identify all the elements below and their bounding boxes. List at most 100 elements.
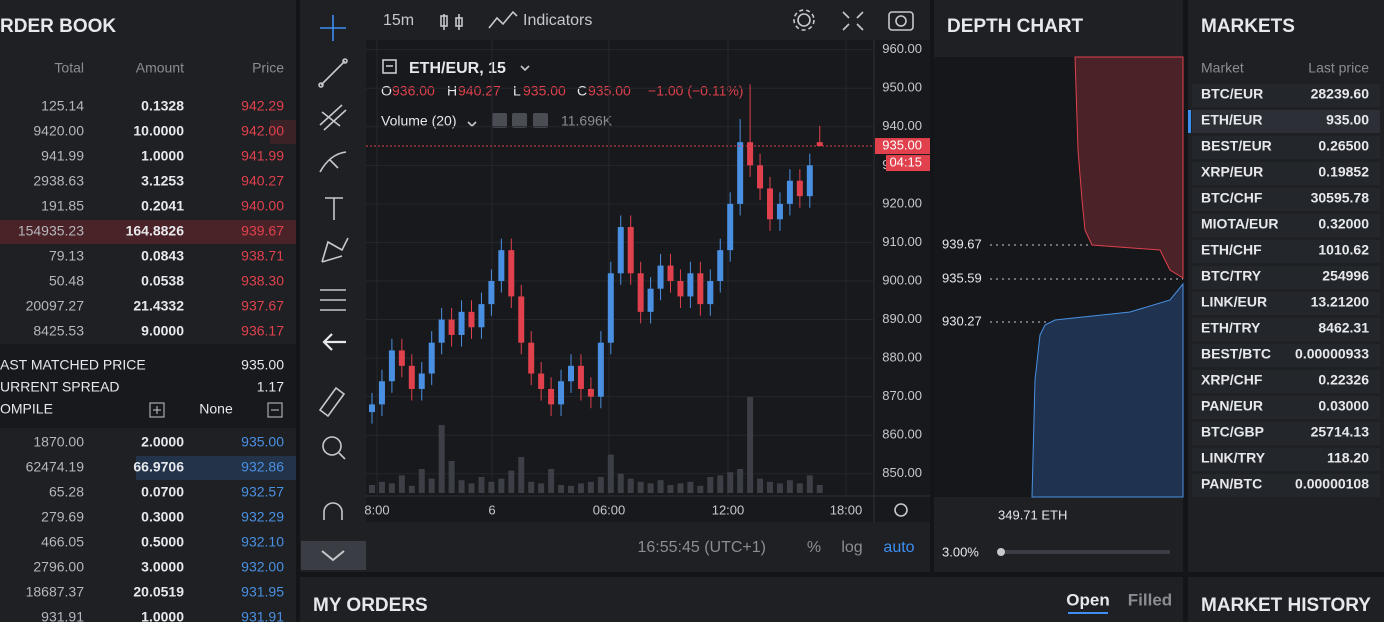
scale-button[interactable]: % — [807, 539, 821, 556]
compile-value[interactable]: None — [199, 401, 233, 417]
volume-bar — [767, 481, 773, 493]
market-row[interactable] — [1192, 396, 1380, 419]
candle-body — [796, 180, 803, 197]
market-name: LINK/TRY — [1201, 450, 1266, 466]
panel-title: RDER BOOK — [0, 16, 116, 37]
scale-button[interactable]: log — [841, 539, 862, 556]
tab[interactable]: Filled — [1128, 590, 1172, 609]
market-row[interactable] — [1192, 162, 1380, 185]
market-row[interactable] — [1192, 84, 1380, 107]
market-row[interactable] — [1192, 136, 1380, 159]
market-price: 0.00000108 — [1295, 476, 1369, 492]
candle-body — [816, 142, 823, 147]
y-tick-label: 920.00 — [882, 195, 922, 210]
interval-button[interactable]: 15m — [383, 12, 414, 29]
market-row[interactable] — [1192, 344, 1380, 367]
market-row[interactable] — [1192, 188, 1380, 211]
scale-button[interactable]: auto — [883, 539, 914, 556]
symbol-label: ETH/EUR, 15 — [409, 60, 506, 77]
candle-body — [687, 273, 694, 297]
ask-cell: 940.00 — [241, 198, 284, 214]
candle-body — [577, 365, 584, 389]
volume-bar — [587, 481, 594, 493]
candle-body — [647, 288, 654, 312]
market-row[interactable] — [1192, 110, 1380, 133]
depth-highlight — [0, 220, 296, 244]
summary-label: AST MATCHED PRICE — [0, 357, 146, 373]
panel-title: MARKETS — [1201, 16, 1295, 37]
candle-body — [548, 388, 555, 405]
tool-column — [300, 40, 366, 572]
volume-bar — [637, 481, 644, 493]
market-row[interactable] — [1192, 474, 1380, 497]
expand-button[interactable] — [149, 402, 165, 418]
volume-bar — [408, 485, 415, 493]
market-row[interactable] — [1192, 214, 1380, 237]
market-row[interactable] — [1192, 266, 1380, 289]
chevron-icon — [321, 550, 345, 562]
candle-body — [776, 203, 783, 220]
ask-cell: 938.71 — [241, 248, 284, 264]
y-tick-label: 860.00 — [882, 427, 922, 442]
market-price: 0.19852 — [1318, 164, 1369, 180]
ask-cell: 0.0843 — [141, 248, 184, 264]
market-price: 28239.60 — [1311, 86, 1370, 102]
bid-cell: 2796.00 — [33, 559, 84, 575]
market-name: BTC/TRY — [1201, 268, 1262, 284]
volume-bar — [796, 483, 803, 493]
bid-cell: 2.0000 — [141, 434, 184, 450]
market-row[interactable] — [1192, 292, 1380, 315]
market-row[interactable] — [1192, 448, 1380, 471]
ask-cell: 937.67 — [241, 298, 284, 314]
slider-handle[interactable] — [997, 548, 1005, 556]
candle-body — [568, 365, 574, 382]
market-row[interactable] — [1192, 422, 1380, 445]
bid-cell: 931.95 — [241, 584, 284, 600]
candle-body — [428, 342, 435, 374]
collapse-button[interactable] — [267, 402, 283, 418]
plus-icon — [153, 406, 161, 414]
summary-block — [0, 344, 296, 428]
y-tick-label: 880.00 — [882, 350, 922, 365]
candle-body — [478, 304, 485, 328]
market-price: 0.00000933 — [1295, 346, 1369, 362]
market-row[interactable] — [1192, 240, 1380, 263]
order-book-panel — [0, 0, 296, 622]
ask-cell: 50.48 — [49, 273, 84, 289]
ask-cell: 20097.27 — [26, 298, 85, 314]
bid-cell: 932.10 — [241, 534, 284, 550]
depth-level: 935.59 — [942, 270, 982, 285]
column-header: Price — [252, 60, 284, 76]
volume-bar — [607, 454, 614, 493]
bid-cell: 932.00 — [241, 559, 284, 575]
my-orders-panel — [300, 577, 1183, 622]
market-name: ETH/TRY — [1201, 320, 1261, 336]
indicators-button[interactable]: Indicators — [523, 12, 592, 29]
ask-cell: 10.0000 — [133, 123, 184, 139]
market-name: LINK/EUR — [1201, 294, 1267, 310]
collapse-button[interactable] — [301, 541, 366, 570]
ohlc-value: 935.00 — [523, 83, 566, 99]
candle-body — [468, 311, 475, 328]
market-name: ETH/CHF — [1201, 242, 1262, 258]
tab[interactable]: Open — [1066, 590, 1109, 609]
tool-icons — [318, 9, 914, 520]
x-tick-label: 12:00 — [712, 502, 745, 517]
candle-body — [607, 273, 614, 343]
candle-body — [488, 280, 495, 305]
ask-cell: 3.1253 — [141, 173, 184, 189]
x-tick-label: 6 — [488, 502, 495, 517]
volume-bar — [697, 485, 704, 493]
market-row[interactable] — [1192, 370, 1380, 393]
ask-cell: 0.1328 — [141, 98, 184, 114]
market-price: 30595.78 — [1311, 190, 1370, 206]
summary-label: URRENT SPREAD — [0, 379, 120, 395]
candle-body — [767, 188, 773, 220]
y-tick-label: 960.00 — [882, 41, 922, 56]
y-tick-label: 950.00 — [882, 80, 922, 95]
volume-bar — [538, 483, 545, 493]
market-row[interactable] — [1192, 318, 1380, 341]
volume-bar — [518, 457, 525, 493]
market-price: 0.26500 — [1318, 138, 1369, 154]
